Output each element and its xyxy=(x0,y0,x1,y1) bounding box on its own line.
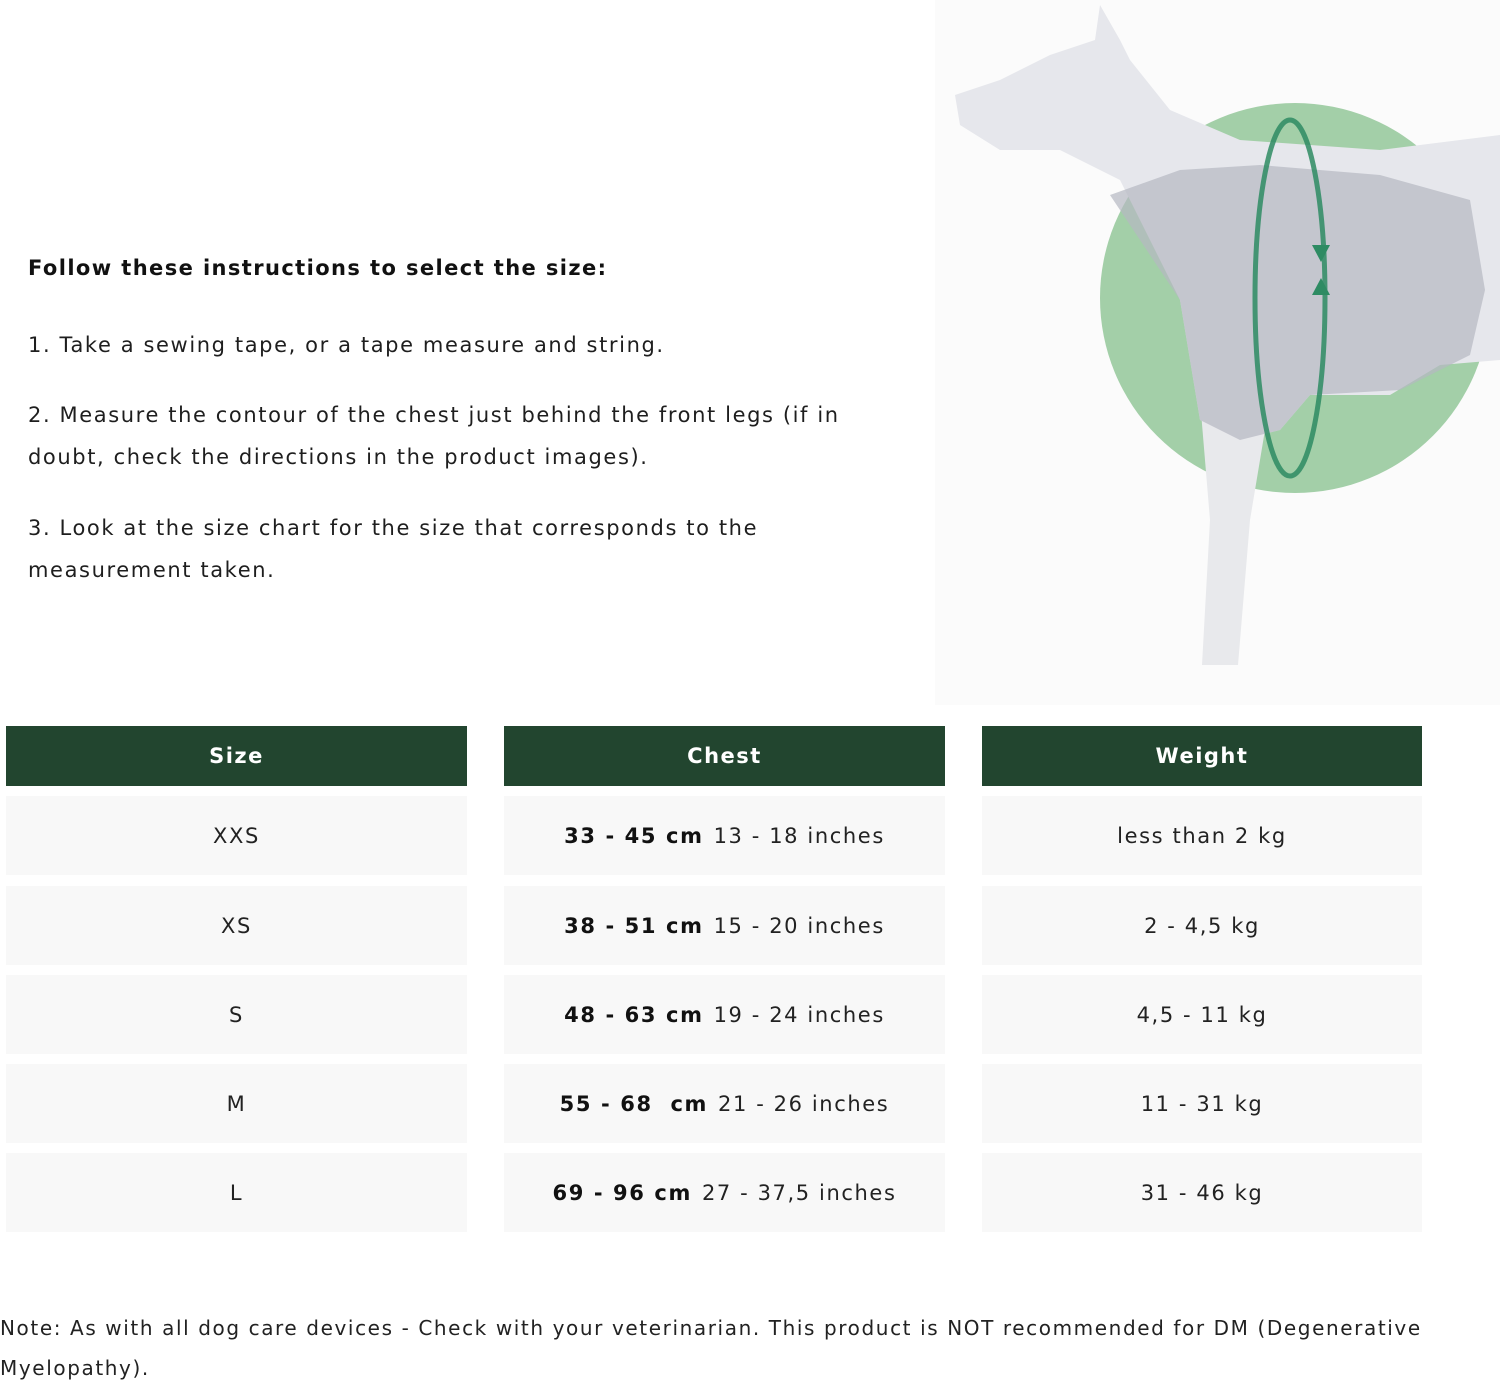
chest-inches: 21 - 26 inches xyxy=(718,1091,890,1116)
chest-cm: 33 - 45 cm xyxy=(564,823,704,848)
chest-cm: 48 - 63 cm xyxy=(564,1002,704,1027)
chest-cm: 69 - 96 cm xyxy=(552,1180,692,1205)
size-cell: XXS xyxy=(6,796,467,875)
instruction-step-3: 3. Look at the size chart for the size t… xyxy=(28,516,759,582)
chest-cm: 55 - 68 cm xyxy=(559,1091,709,1116)
chest-inches: 13 - 18 inches xyxy=(713,823,885,848)
size-cell: M xyxy=(6,1064,467,1143)
weight-column: Weight less than 2 kg 2 - 4,5 kg 4,5 - 1… xyxy=(982,726,1422,1232)
weight-cell: 11 - 31 kg xyxy=(982,1064,1422,1143)
chest-cell: 55 - 68 cm 21 - 26 inches xyxy=(504,1064,945,1143)
chest-cell: 38 - 51 cm 15 - 20 inches xyxy=(504,886,945,965)
size-column: Size XXS XS S M L xyxy=(6,726,467,1232)
chest-inches: 15 - 20 inches xyxy=(713,913,885,938)
chest-cell: 33 - 45 cm 13 - 18 inches xyxy=(504,796,945,875)
instruction-step-2: 2. Measure the contour of the chest just… xyxy=(28,403,840,469)
instructions-title: Follow these instructions to select the … xyxy=(28,256,608,280)
size-cell: S xyxy=(6,975,467,1054)
veterinarian-note: Note: As with all dog care devices - Che… xyxy=(0,1316,1422,1380)
weight-cell: less than 2 kg xyxy=(982,796,1422,875)
header-chest: Chest xyxy=(504,726,945,786)
dog-chest-measurement-illustration xyxy=(935,0,1500,705)
header-size: Size xyxy=(6,726,467,786)
chest-cell: 69 - 96 cm 27 - 37,5 inches xyxy=(504,1153,945,1232)
size-cell: XS xyxy=(6,886,467,965)
header-weight: Weight xyxy=(982,726,1422,786)
chest-inches: 27 - 37,5 inches xyxy=(701,1180,897,1205)
size-cell: L xyxy=(6,1153,467,1232)
instruction-step-1: 1. Take a sewing tape, or a tape measure… xyxy=(28,333,665,357)
weight-cell: 4,5 - 11 kg xyxy=(982,975,1422,1054)
chest-column: Chest 33 - 45 cm 13 - 18 inches 38 - 51 c… xyxy=(504,726,945,1232)
chest-inches: 19 - 24 inches xyxy=(713,1002,885,1027)
chest-cm: 38 - 51 cm xyxy=(564,913,704,938)
weight-cell: 31 - 46 kg xyxy=(982,1153,1422,1232)
chest-cell: 48 - 63 cm 19 - 24 inches xyxy=(504,975,945,1054)
weight-cell: 2 - 4,5 kg xyxy=(982,886,1422,965)
